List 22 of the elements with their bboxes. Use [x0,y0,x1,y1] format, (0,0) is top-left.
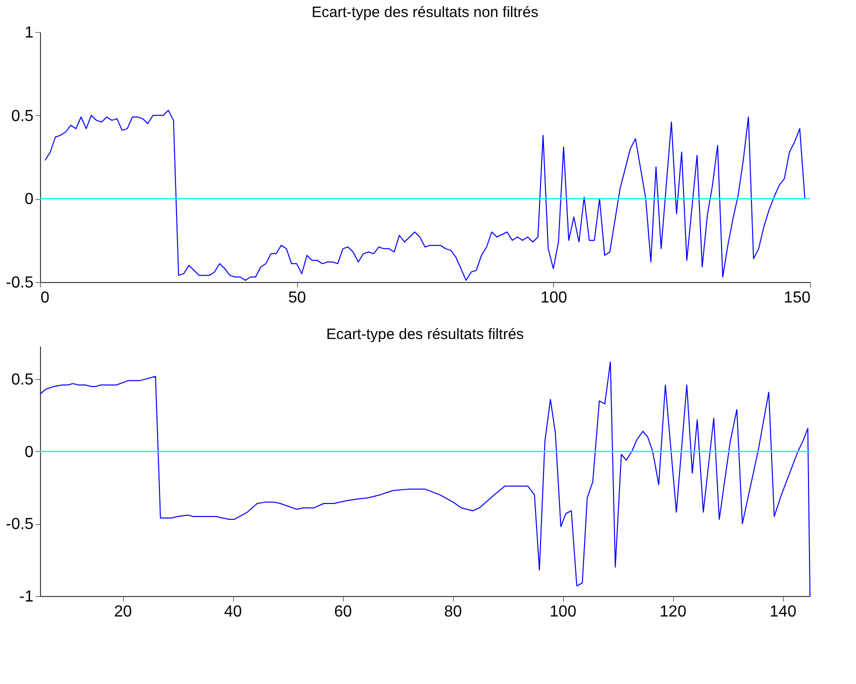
x-tick-label: 140 [770,604,796,620]
y-tick-label: -0.5 [6,516,34,534]
y-tick-label: -1 [19,588,34,606]
y-tick-label: 0 [24,191,34,208]
x-tick-label: 60 [334,604,352,620]
x-tick-label: 80 [444,604,462,620]
chart-title: Ecart-type des résultats non filtrés [312,4,538,21]
y-tick-label: 0.5 [11,108,34,125]
y-tick-label: 0.5 [11,372,34,389]
y-tick-label: 0 [24,444,34,461]
x-tick-label: 20 [114,604,132,620]
chart-title: Ecart-type des résultats filtrés [326,326,524,343]
x-tick-label: 50 [288,290,306,306]
y-tick-label: -0.5 [6,274,34,292]
x-tick-label: 100 [540,290,568,306]
line-series [44,110,806,281]
x-tick-label: 100 [550,604,576,620]
x-tick-label: 40 [224,604,242,620]
x-tick-label: 0 [40,290,50,306]
x-tick-label: 120 [660,604,686,620]
y-tick-label: 1 [24,24,34,42]
x-tick-label: 150 [784,290,811,306]
